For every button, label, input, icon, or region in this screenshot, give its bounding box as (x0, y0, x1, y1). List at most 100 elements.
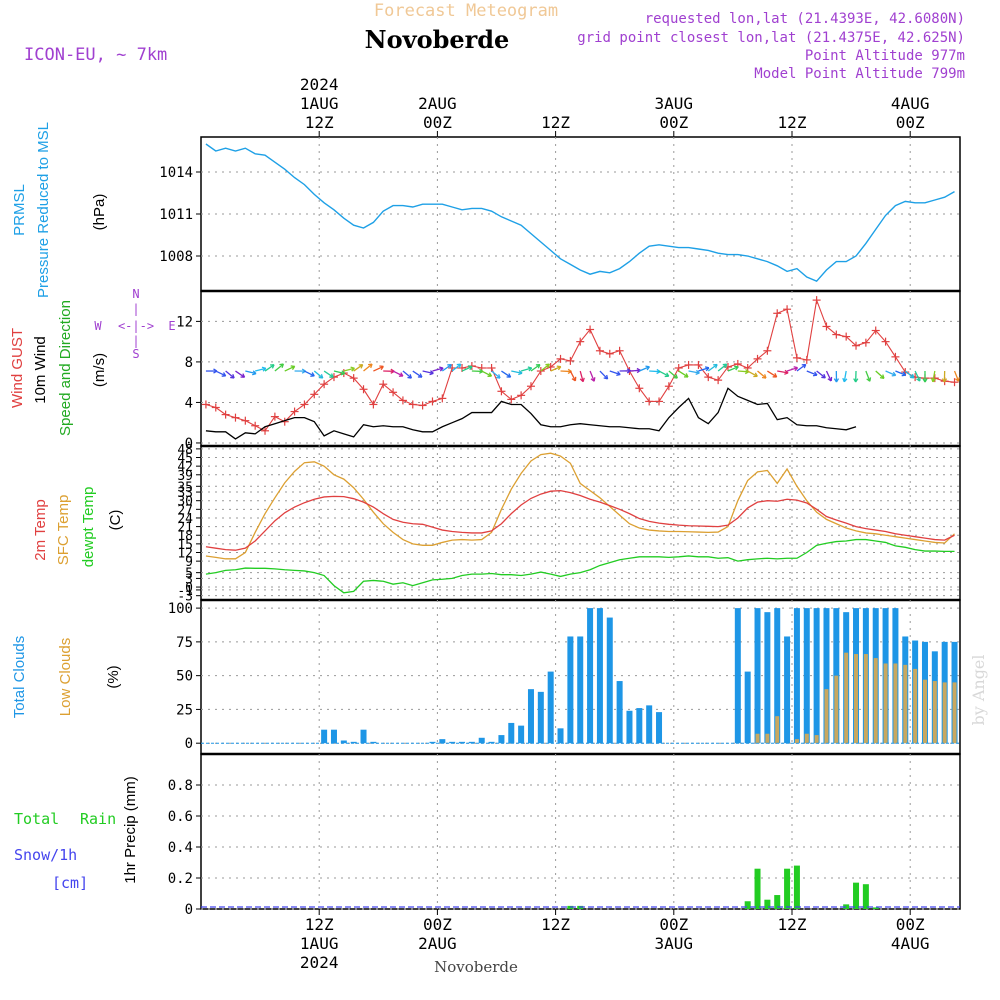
wind-direction-arrow (649, 368, 661, 375)
low-cloud-bar (863, 654, 868, 744)
gust-point (359, 385, 368, 394)
precip-panel-frame (200, 753, 961, 910)
arrow-shaft (658, 370, 670, 377)
total-cloud-bar (459, 741, 466, 744)
arrow-shaft (914, 370, 921, 382)
bottom-time-label: 12Z (305, 915, 334, 934)
wind-speed-line (205, 387, 857, 440)
wind-direction-arrow (796, 363, 807, 372)
rain-bar (744, 901, 751, 909)
arrow-head (695, 369, 700, 374)
gust-point (822, 322, 831, 331)
arrow-head (636, 367, 641, 371)
gust-point (320, 380, 329, 389)
arrow-shaft (441, 364, 452, 372)
gust-point (201, 400, 210, 409)
low-cloud-bar (794, 739, 799, 744)
gust-point (487, 363, 496, 372)
credit-watermark: by Angel (969, 654, 988, 725)
gust-point (290, 407, 299, 416)
wind-direction-arrow (412, 370, 423, 378)
arrow-shaft (304, 370, 315, 377)
top-time-label: 1AUG (300, 94, 339, 113)
wind-direction-arrow (284, 365, 296, 372)
rain-bar (774, 895, 781, 909)
bottom-time-label: 00Z (896, 915, 925, 934)
arrow-shaft (530, 364, 541, 372)
wind-direction-arrow (520, 366, 533, 372)
requested-coords: requested lon,lat (21.4393E, 42.6080N) (645, 11, 965, 27)
arrow-head (843, 378, 848, 383)
arrow-shaft (461, 365, 473, 372)
arrow-head (582, 377, 585, 382)
bottom-time-label: 4AUG (891, 934, 930, 953)
total-cloud-bar (370, 741, 377, 744)
arrow-shaft (284, 365, 295, 372)
low-cloud-bar (834, 675, 839, 744)
wind-direction-arrow (922, 371, 928, 383)
total-cloud-bar (813, 608, 820, 744)
gust-point (369, 400, 378, 409)
gust-point (871, 326, 880, 335)
low-cloud-bar (873, 658, 878, 744)
rain-bar (793, 865, 800, 909)
gust-point (241, 416, 250, 425)
arrow-shaft (274, 363, 284, 372)
arrow-head (439, 366, 444, 369)
arrow-shaft (895, 370, 906, 376)
wind-direction-arrow (235, 370, 246, 378)
arrow-shaft (668, 370, 678, 379)
gust-point (310, 390, 319, 399)
wind-direction-arrow (383, 368, 395, 374)
wind-tick-label: 4 (185, 395, 193, 411)
arrow-shaft (707, 363, 718, 372)
arrow-head (924, 378, 928, 383)
clouds-label-unit: (%) (105, 665, 122, 688)
temp-label-2m: 2m Temp (32, 499, 49, 560)
wind-direction-arrow (373, 365, 384, 372)
temperature-tick-label: 30 (177, 495, 193, 510)
low-cloud-bar (824, 689, 829, 744)
wind-direction-arrow (678, 370, 689, 378)
gust-point (842, 332, 851, 341)
gust-point (783, 305, 792, 314)
gust-point (379, 380, 388, 389)
compass-s-line: | (132, 334, 139, 348)
wind-direction-arrow (432, 366, 444, 372)
top-time-label: 2AUG (418, 94, 457, 113)
gust-point (507, 395, 516, 404)
wind-tick-label: 12 (176, 314, 193, 330)
bottom-location-label: Novoberde (434, 958, 518, 976)
gust-point (251, 421, 260, 430)
wind-direction-arrow (540, 363, 550, 372)
arrow-shaft (737, 370, 749, 373)
temperature-tick-label: -1 (177, 584, 193, 599)
wind-direction-arrow (392, 370, 404, 377)
arrow-shaft (816, 370, 826, 379)
arrow-head (869, 377, 872, 382)
wind-direction-arrow (914, 370, 921, 382)
wind-direction-arrow (786, 366, 799, 372)
rain-bar (872, 907, 879, 909)
low-cloud-bar (932, 681, 937, 744)
total-cloud-bar (764, 612, 771, 744)
arrow-head (350, 366, 355, 369)
wind-direction-arrow (885, 370, 897, 377)
bottom-time-label: 12Z (778, 915, 807, 934)
rain-bar (764, 899, 771, 909)
total-cloud-bar (449, 741, 456, 744)
total-cloud-bar (656, 712, 663, 744)
arrow-head (330, 373, 334, 378)
top-time-label: 12Z (778, 113, 807, 132)
wind-direction-arrow (225, 370, 235, 379)
arrow-shaft (313, 370, 324, 379)
top-time-label: 00Z (423, 113, 452, 132)
precip-tick-label: 0.4 (168, 840, 193, 856)
arrow-head (341, 370, 346, 374)
grid-point-coords: grid point closest lon,lat (21.4375E, 42… (577, 30, 965, 46)
wind-label-unit: (m/s) (91, 353, 108, 387)
clouds-label-low: Low Clouds (57, 638, 74, 716)
arrow-head (320, 374, 324, 379)
total-cloud-bar (350, 741, 357, 744)
